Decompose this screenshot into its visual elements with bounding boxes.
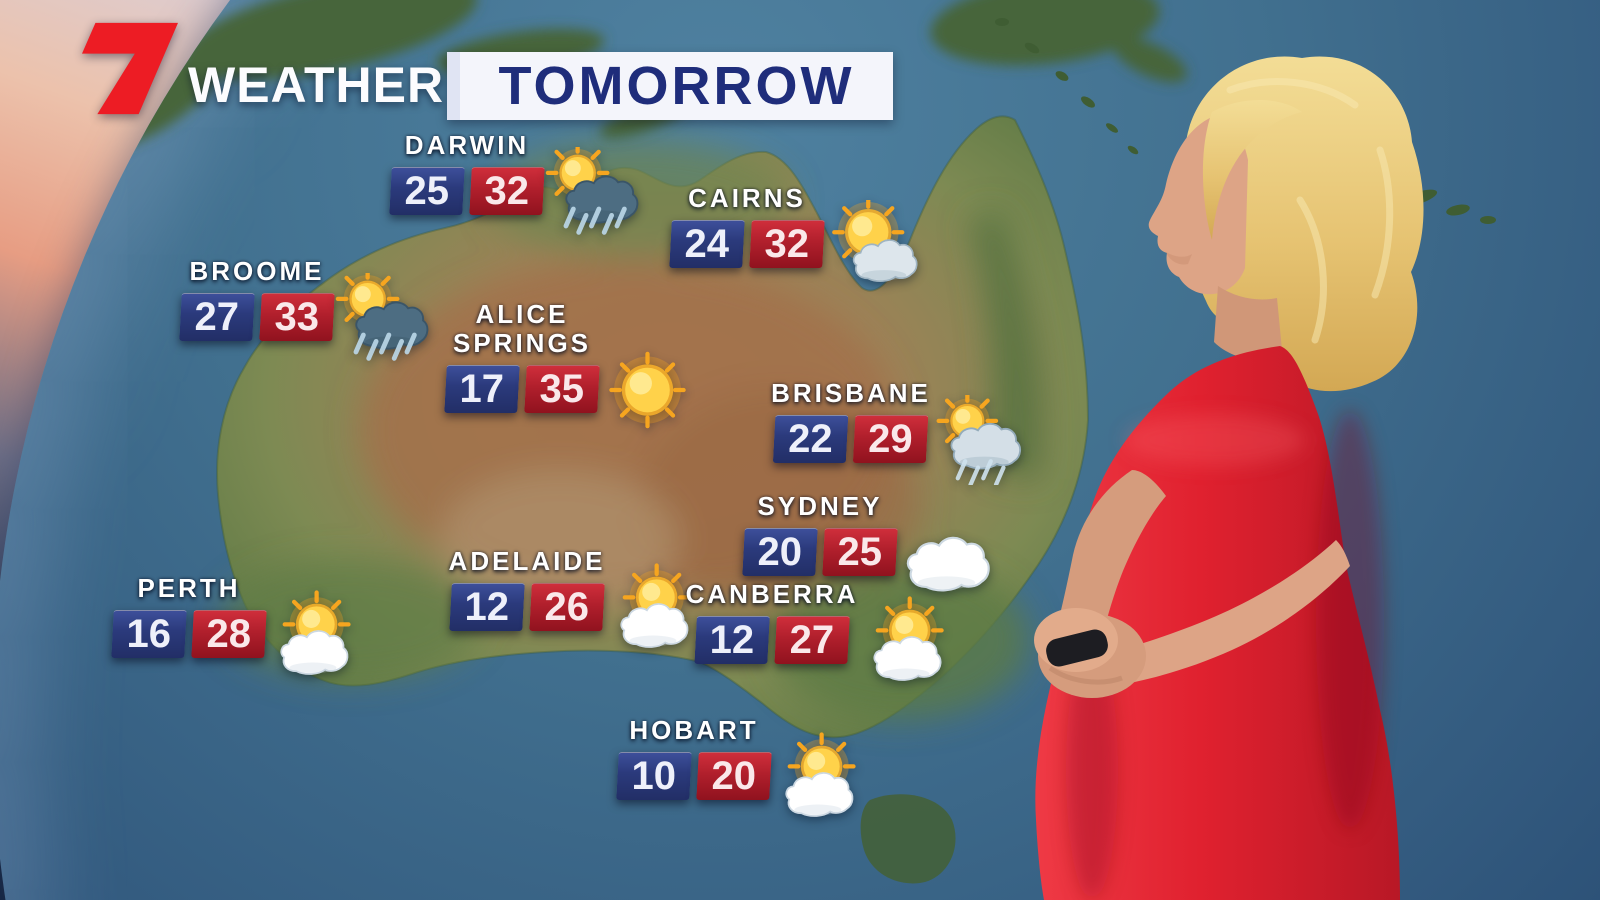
city-marker-adelaide: ADELAIDE 12 26	[448, 546, 691, 648]
city-high-box: 28	[191, 610, 267, 659]
city-high-box: 26	[529, 583, 605, 632]
city-high: 25	[837, 530, 883, 575]
city-marker-brisbane: BRISBANE 22 29	[771, 378, 1021, 487]
city-low-box: 24	[669, 220, 745, 269]
city-name: PERTH	[137, 573, 241, 603]
city-marker-hobart: HOBART 10 20	[616, 715, 856, 817]
city-low-box: 25	[389, 167, 465, 216]
city-high-box: 20	[696, 752, 772, 801]
city-low: 17	[459, 367, 505, 412]
city-marker-sydney: SYDNEY 20 25	[742, 491, 990, 592]
city-temps: 25 32	[389, 141, 639, 235]
city-high: 33	[274, 295, 320, 340]
tasmania	[860, 794, 956, 884]
city-name: CANBERRA	[685, 579, 859, 609]
forecast-period-label: TOMORROW	[498, 56, 855, 116]
presenter-arm-right	[1114, 540, 1350, 686]
city-temps: 22 29	[771, 390, 1021, 487]
city-low: 10	[631, 754, 677, 799]
city-name: SYDNEY	[757, 491, 883, 521]
partly-cloudy-icon	[822, 196, 924, 290]
city-name: ADELAIDE	[448, 546, 606, 576]
city-high-box: 29	[853, 415, 929, 464]
city-high: 32	[484, 169, 530, 214]
city-temps: 24 32	[669, 196, 918, 282]
city-high: 27	[789, 618, 835, 663]
city-low-box: 10	[616, 752, 692, 801]
city-temps: 12 27	[686, 596, 944, 681]
city-high: 26	[544, 585, 590, 630]
city-high-box: 33	[259, 293, 335, 342]
city-low: 20	[757, 530, 803, 575]
city-marker-alice-springs: ALICE SPRINGS 17 35	[444, 299, 686, 429]
city-temps: 20 25	[742, 528, 990, 592]
city-temps: 12 26	[449, 563, 691, 648]
city-low-box: 20	[742, 528, 818, 577]
city-high-box: 35	[524, 365, 600, 414]
city-low-box: 12	[449, 583, 525, 632]
city-low: 16	[126, 612, 172, 657]
city-temps: 27 33	[179, 267, 429, 361]
city-low: 12	[709, 618, 755, 663]
city-name: HOBART	[629, 715, 759, 745]
city-marker-darwin: DARWIN 25 32	[389, 130, 639, 235]
mostly-sunny-icon	[856, 596, 958, 686]
city-high-box: 32	[749, 220, 825, 269]
city-low: 24	[684, 222, 730, 267]
city-low: 25	[404, 169, 450, 214]
city-high-box: 25	[822, 528, 898, 577]
city-high-box: 32	[469, 167, 545, 216]
city-high: 20	[711, 754, 757, 799]
city-name: CAIRNS	[688, 183, 806, 213]
showers-icon	[929, 390, 1031, 487]
city-low-box: 12	[694, 616, 770, 665]
city-high: 32	[764, 222, 810, 267]
city-low-box: 22	[773, 415, 849, 464]
presenter-clicker	[1046, 629, 1108, 667]
cloudy-icon	[895, 508, 997, 598]
city-name: BROOME	[189, 256, 325, 286]
city-high: 28	[206, 612, 252, 657]
city-temps: 17 35	[444, 351, 686, 429]
city-high: 35	[539, 367, 585, 412]
city-temps: 16 28	[111, 590, 351, 675]
city-marker-canberra: CANBERRA 12 27	[685, 579, 944, 681]
seven-network-logo-icon	[82, 20, 178, 118]
city-high: 29	[868, 417, 914, 462]
city-name: ALICE SPRINGS	[452, 299, 592, 359]
city-marker-perth: PERTH 16 28	[111, 573, 351, 675]
presenter-neck	[1214, 286, 1282, 360]
presenter	[980, 0, 1600, 900]
city-marker-cairns: CAIRNS 24 32	[669, 183, 918, 282]
presenter-hands	[1034, 608, 1146, 698]
city-low-box: 27	[179, 293, 255, 342]
storm-icon	[542, 141, 644, 237]
city-low-box: 16	[111, 610, 187, 659]
forecast-period-banner: TOMORROW	[447, 52, 893, 120]
storm-icon	[332, 267, 434, 363]
city-name: BRISBANE	[771, 378, 931, 408]
city-low: 12	[464, 585, 510, 630]
australia-mainland	[216, 115, 1090, 739]
mostly-sunny-icon	[769, 732, 871, 822]
city-high-box: 27	[774, 616, 850, 665]
city-temps: 10 20	[616, 732, 856, 817]
header: WEATHER TOMORROW	[0, 0, 1600, 140]
city-name: DARWIN	[404, 130, 530, 160]
mostly-sunny-icon	[264, 590, 366, 680]
city-low: 27	[194, 295, 240, 340]
city-marker-broome: BROOME 27 33	[179, 256, 429, 361]
mostly-sunny-icon	[603, 563, 705, 653]
brand-title: WEATHER	[188, 57, 445, 113]
sunny-icon	[597, 345, 699, 435]
city-low: 22	[788, 417, 834, 462]
city-low-box: 17	[444, 365, 520, 414]
